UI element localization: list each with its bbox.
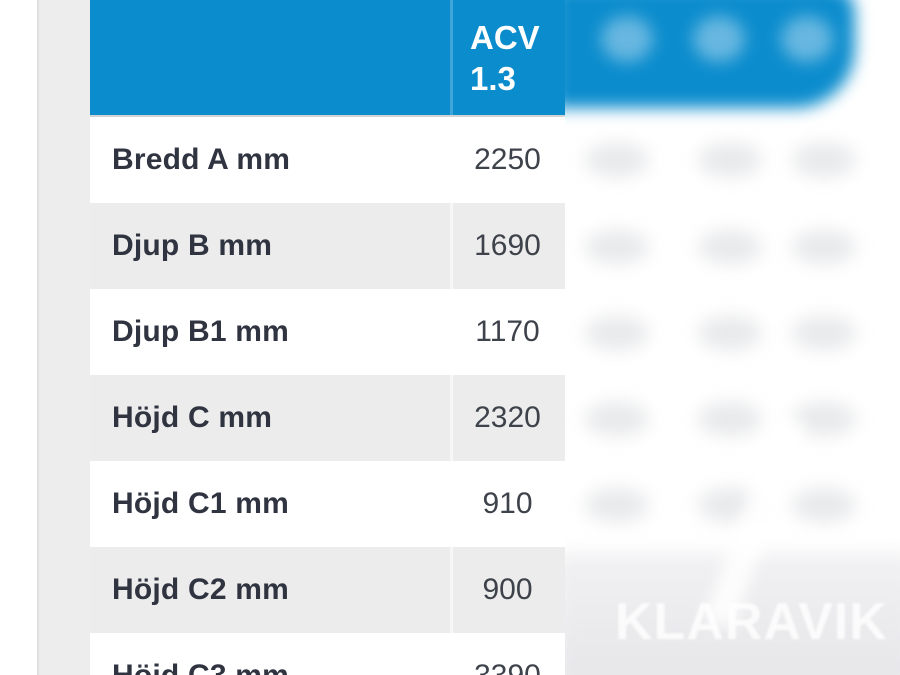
spec-label: Höjd C3 mm [90,659,450,675]
blurred-value [585,143,649,177]
table-row: Höjd C3 mm 3390 [90,633,565,675]
blurred-value [792,488,856,522]
spec-label: Bredd A mm [112,143,291,176]
spec-value: 910 [482,487,533,520]
blurred-value [585,488,649,522]
table-row: Höjd C1 mm 910 [90,461,565,547]
blurred-value [698,402,762,436]
spec-value: 2250 [474,143,541,176]
table-row: Djup B mm 1690 [90,203,565,289]
column-header-model: ACV 1.3 [450,0,565,115]
table-row: Djup B1 mm 1170 [90,289,565,375]
blurred-value [585,316,649,350]
blurred-value [585,230,649,264]
blurred-header-text [781,16,833,62]
blurred-value [698,230,762,264]
spec-label: Djup B1 mm [112,315,290,348]
model-name-line2: 1.3 [470,59,516,97]
table-header: ACV 1.3 [90,0,565,117]
spec-label: Höjd C1 mm [112,487,290,520]
table-row: Höjd C2 mm 900 [90,547,565,633]
table-row: Bredd A mm 2250 [90,117,565,203]
spec-value: 900 [482,573,533,606]
blurred-value [792,230,856,264]
model-name-line1: ACV [470,18,540,56]
table-row: Höjd C mm 2320 [90,375,565,461]
blurred-value [698,143,762,177]
page-gutter [37,0,92,675]
spec-value: 1170 [475,315,540,348]
spec-label: Djup B mm [112,229,273,262]
blurred-value [792,143,856,177]
blurred-value [792,316,856,350]
spec-label: Höjd C2 mm [112,573,290,606]
blurred-value [698,316,762,350]
watermark: KLARAVIK [615,593,888,651]
blurred-value [585,402,649,436]
spec-label: Höjd C mm [112,401,273,434]
spec-value: 3390 [450,659,565,675]
blurred-header-text [693,16,745,62]
spec-value: 1690 [474,229,541,262]
spec-table: ACV 1.3 Bredd A mm 2250 Djup B mm 1690 D… [90,0,565,675]
blurred-header-text [601,16,653,62]
spec-value: 2320 [474,401,541,434]
blurred-table-header [565,0,855,108]
blurred-columns-region: KLARAVIK [565,0,900,675]
